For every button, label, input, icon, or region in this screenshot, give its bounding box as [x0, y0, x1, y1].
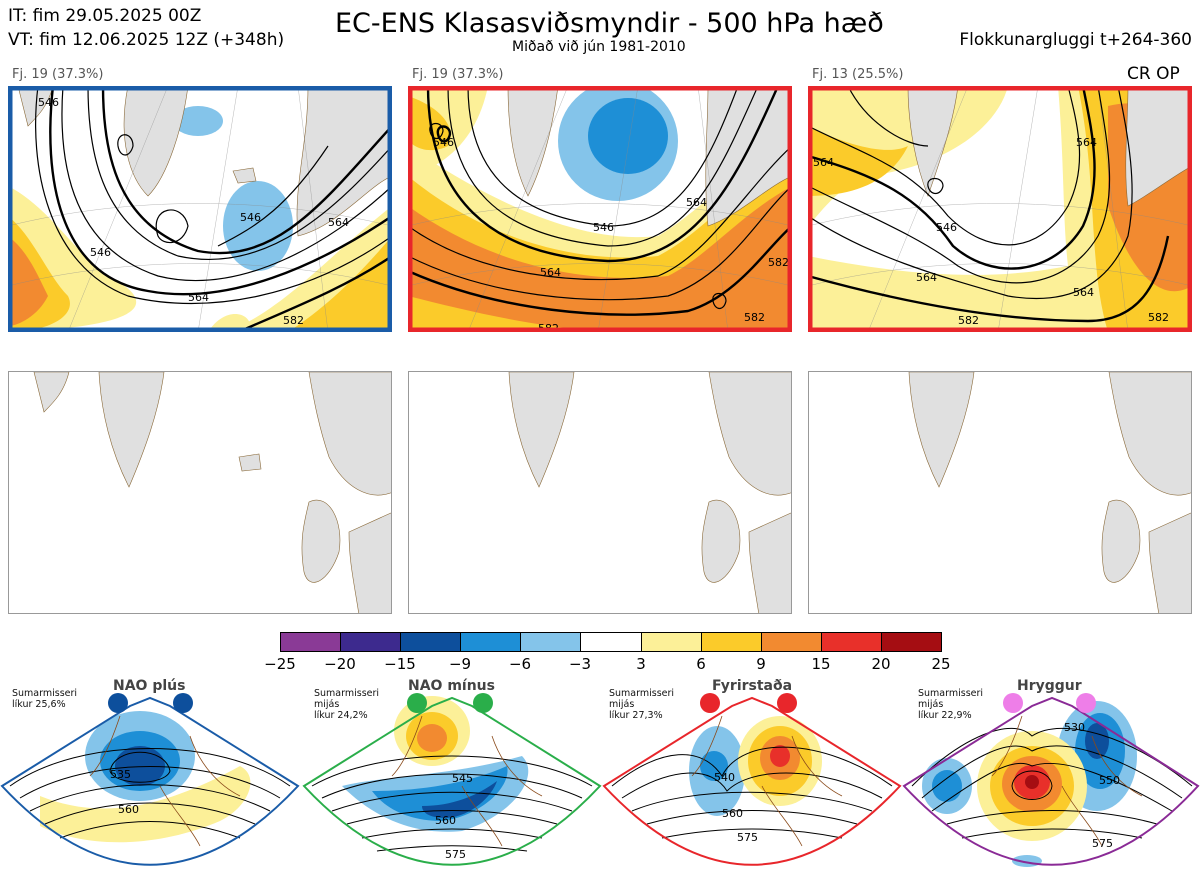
regime-contour-label: 575 — [737, 831, 758, 844]
regime-dot — [1003, 693, 1023, 713]
contour-label-1-1: 546 — [90, 246, 111, 259]
regime-contour-label: 535 — [110, 768, 131, 781]
regime-info: Sumarmisseri líkur 25,6% — [12, 688, 78, 710]
contour-label-2-5: 582 — [744, 311, 765, 324]
contour-label-1-2: 546 — [240, 211, 261, 224]
colorbar-label: −15 — [384, 655, 416, 673]
contour-label-3-4: 564 — [1073, 286, 1094, 299]
colorbar-label: −25 — [264, 655, 296, 673]
contour-label-3-3: 564 — [916, 271, 937, 284]
colorbar-swatch — [521, 633, 582, 651]
regime-title: NAO plús — [113, 678, 186, 694]
cluster-2-label: Fj. 19 (37.3%) — [412, 67, 504, 82]
regime-dot — [777, 693, 797, 713]
contour-label-3-6: 582 — [1148, 311, 1169, 324]
regime-panel-ridge: Sumarmisseri mijás líkur 22,9% Hryggur 5… — [902, 676, 1200, 871]
colorbar-swatch — [881, 633, 942, 651]
colorbar-swatch — [341, 633, 402, 651]
colorbar-label: 3 — [636, 655, 646, 673]
regime-dot — [1076, 693, 1096, 713]
regime-contour-label: 575 — [1092, 837, 1113, 850]
cluster-2-map: 546 546 564 564 582 582 582 — [408, 86, 792, 332]
contour-label-1-4: 564 — [328, 216, 349, 229]
op-map-2 — [408, 371, 792, 614]
regime-info: Sumarmisseri mijás líkur 27,3% — [609, 688, 675, 721]
contour-label-3-2: 546 — [936, 221, 957, 234]
regime-title: NAO mínus — [408, 678, 495, 694]
op-map-1 — [8, 371, 392, 614]
colorbar-swatch — [821, 633, 882, 651]
regime-contour-label: 560 — [722, 807, 743, 820]
regime-panel-nao-minus: Sumarmisseri mijás líkur 24,2% NAO mínus… — [302, 676, 602, 871]
contour-label-1-3: 564 — [188, 291, 209, 304]
contour-label-2-0: 546 — [433, 136, 454, 149]
colorbar-label: −20 — [324, 655, 356, 673]
regime-panel-blocking: Sumarmisseri mijás líkur 27,3% Fyrirstað… — [602, 676, 902, 871]
regime-dot — [700, 693, 720, 713]
contour-label-2-2: 564 — [540, 266, 561, 279]
regime-title: Hryggur — [1017, 678, 1082, 694]
regime-contour-label: 560 — [118, 803, 139, 816]
colorbar-swatch — [641, 633, 702, 651]
contour-label-3-5: 582 — [958, 314, 979, 327]
cluster-1-map: 546 546 546 564 564 582 — [8, 86, 392, 332]
regime-title: Fyrirstaða — [712, 678, 793, 694]
regime-border — [302, 696, 602, 866]
colorbar-label: 6 — [696, 655, 706, 673]
contour-label-1-5: 582 — [283, 314, 304, 327]
regime-contour-label: 560 — [435, 814, 456, 827]
valid-time: VT: fim 12.06.2025 12Z (+348h) — [8, 30, 285, 50]
init-time: IT: fim 29.05.2025 00Z — [8, 6, 202, 26]
regime-info: Sumarmisseri mijás líkur 24,2% — [314, 688, 380, 721]
regime-dot — [173, 693, 193, 713]
colorbar-swatch — [581, 633, 642, 651]
cluster-3-map: 564 564 546 564 564 582 582 — [808, 86, 1192, 332]
cluster-window: Flokkunargluggi t+264-360 — [959, 30, 1192, 50]
cluster-1-border — [8, 86, 392, 332]
contour-label-2-1: 546 — [593, 221, 614, 234]
op-map-3 — [808, 371, 1192, 614]
colorbar-label: −6 — [508, 655, 532, 673]
colorbar — [280, 632, 942, 652]
regime-contour-label: 530 — [1064, 721, 1085, 734]
regime-dot — [407, 693, 427, 713]
regime-dot — [108, 693, 128, 713]
cluster-2-border — [408, 86, 792, 332]
colorbar-label: −3 — [568, 655, 592, 673]
colorbar-swatch — [281, 633, 342, 651]
regime-info: Sumarmisseri mijás líkur 22,9% — [918, 688, 984, 721]
colorbar-label: 20 — [871, 655, 891, 673]
contour-label-2-4: 582 — [768, 256, 789, 269]
colorbar-swatch — [401, 633, 462, 651]
regime-dot — [473, 693, 493, 713]
colorbar-label: 9 — [756, 655, 766, 673]
regime-border — [902, 696, 1200, 866]
colorbar-swatch — [761, 633, 822, 651]
contour-label-2-6: 582 — [538, 322, 559, 332]
colorbar-label: 15 — [811, 655, 831, 673]
cluster-1-label: Fj. 19 (37.3%) — [12, 67, 104, 82]
contour-label-1-0: 546 — [38, 96, 59, 109]
regime-border — [0, 696, 300, 866]
regime-panel-nao-plus: Sumarmisseri líkur 25,6% NAO plús 535 56… — [0, 676, 300, 871]
regime-border — [602, 696, 902, 866]
cluster-3-border — [808, 86, 1192, 332]
colorbar-swatch — [701, 633, 762, 651]
page-subtitle: Miðað við jún 1981-2010 — [512, 39, 686, 55]
regime-contour-label: 540 — [714, 771, 735, 784]
regime-contour-label: 545 — [452, 772, 473, 785]
contour-label-3-1: 564 — [1076, 136, 1097, 149]
page-title: EC-ENS Klasasviðsmyndir - 500 hPa hæð — [335, 8, 884, 39]
colorbar-label: 25 — [931, 655, 951, 673]
cr-op-label: CR OP — [1127, 64, 1180, 84]
regime-contour-label: 575 — [445, 848, 466, 861]
cluster-3-label: Fj. 13 (25.5%) — [812, 67, 904, 82]
regime-contour-label: 550 — [1099, 774, 1120, 787]
contour-label-3-0: 564 — [813, 156, 834, 169]
colorbar-swatch — [461, 633, 522, 651]
contour-label-2-3: 564 — [686, 196, 707, 209]
colorbar-label: −9 — [448, 655, 472, 673]
